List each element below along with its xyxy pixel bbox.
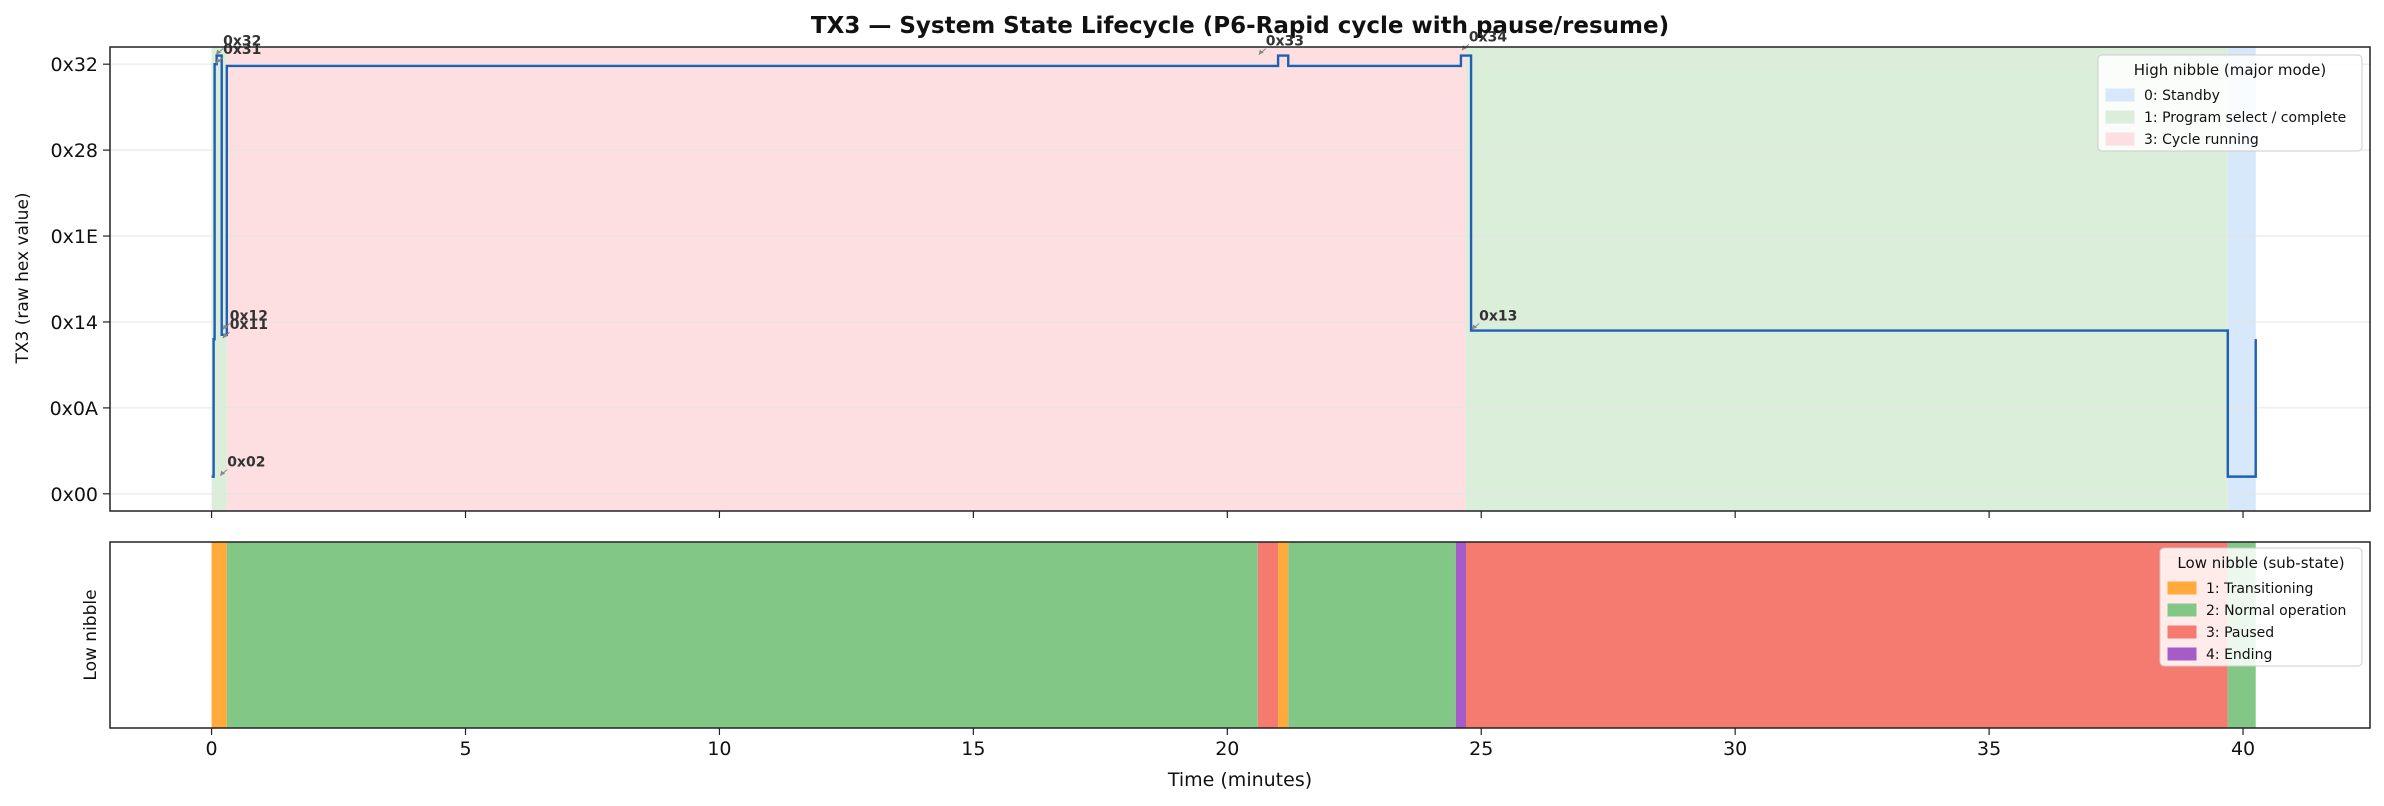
x-tick-label-8: 40 [2231, 738, 2255, 760]
chart-title: TX3 — System State Lifecycle (P6-Rapid c… [811, 13, 1669, 39]
high-nibble-legend-swatch-0 [2105, 88, 2135, 102]
x-tick-label-5: 25 [1469, 738, 1493, 760]
high-nibble-legend-title: High nibble (major mode) [2134, 61, 2326, 79]
high-nibble-legend-swatch-1 [2105, 110, 2135, 124]
top-panel: 0x000x0A0x140x1E0x280x320x320x310x120x11… [50, 29, 2371, 518]
high-nibble-legend-swatch-2 [2105, 132, 2135, 146]
low-nibble-legend-swatch-0 [2167, 581, 2197, 595]
tx3-step-line [211, 54, 2257, 478]
low-nibble-legend-swatch-1 [2167, 603, 2197, 617]
high-nibble-legend-label-1: 1: Program select / complete [2144, 110, 2346, 126]
low-nibble-legend-label-0: 1: Transitioning [2206, 581, 2313, 597]
annotation-arrowhead-3 [222, 333, 228, 339]
substate-segment-5 [1455, 542, 1466, 728]
y-tick-label-1: 0x0A [50, 398, 98, 420]
high-nibble-legend-label-2: 3: Cycle running [2144, 132, 2259, 148]
top-plot-frame [109, 46, 2371, 512]
annotation-label-2: 0x12 [230, 309, 268, 325]
low-nibble-legend-label-1: 2: Normal operation [2206, 603, 2346, 619]
x-tick-label-1: 5 [459, 738, 471, 760]
substate-segment-0 [211, 542, 227, 728]
high-nibble-legend-label-0: 0: Standby [2144, 88, 2220, 104]
annotation-arrowhead-2 [222, 324, 228, 330]
x-tick-label-4: 20 [1215, 738, 1239, 760]
annotation-arrowhead-0 [216, 49, 222, 55]
mode-band-1 [226, 47, 1467, 511]
y-tick-label-3: 0x1E [51, 226, 98, 248]
substate-segment-4 [1288, 542, 1456, 728]
y-tick-label-2: 0x14 [50, 312, 98, 334]
low-nibble-legend-label-2: 3: Paused [2206, 625, 2274, 641]
annotation-arrowhead-4 [220, 470, 226, 476]
annotation-arrowhead-7 [1472, 324, 1478, 330]
low-nibble-axis-label: Low nibble [81, 589, 101, 680]
bottom-panel: 0 5 10 15 20 25 30 35 40 [109, 541, 2371, 760]
low-nibble-legend-swatch-2 [2167, 625, 2197, 639]
x-tick-label-7: 35 [1977, 738, 2001, 760]
bottom-plot-frame [109, 541, 2371, 729]
annotation-label-0: 0x32 [223, 34, 261, 50]
high-nibble-legend: High nibble (major mode) 0: Standby 1: Pro… [2097, 54, 2363, 152]
annotation-label-7: 0x13 [1479, 309, 1517, 325]
x-axis-label: Time (minutes) [1167, 769, 1312, 791]
annotation-label-4: 0x02 [227, 455, 265, 471]
y-tick-label-5: 0x32 [50, 54, 98, 76]
low-nibble-legend-title: Low nibble (sub-state) [2177, 554, 2344, 572]
y-tick-label-4: 0x28 [50, 140, 98, 162]
y-axis-label: TX3 (raw hex value) [13, 192, 33, 364]
substate-segment-6 [1466, 542, 2228, 728]
substate-segment-2 [1257, 542, 1279, 728]
low-nibble-legend-box [2159, 547, 2363, 667]
annotation-label-1: 0x31 [223, 42, 261, 58]
annotation-label-3: 0x11 [230, 317, 268, 333]
low-nibble-legend-swatch-3 [2167, 647, 2197, 661]
x-tick-label-3: 15 [961, 738, 985, 760]
annotation-arrowhead-5 [1258, 49, 1264, 55]
substate-segment-1 [226, 542, 1258, 728]
substate-segment-3 [1278, 542, 1289, 728]
low-nibble-legend-label-3: 4: Ending [2206, 647, 2272, 663]
x-tick-label-6: 30 [1723, 738, 1747, 760]
x-tick-label-0: 0 [206, 738, 218, 760]
low-nibble-legend: Low nibble (sub-state) 1: Transitioning 2:… [2159, 547, 2363, 667]
x-tick-label-2: 10 [707, 738, 731, 760]
y-tick-label-0: 0x00 [50, 484, 98, 506]
annotation-arrowhead-1 [216, 58, 222, 64]
high-nibble-legend-box [2097, 54, 2363, 152]
annotation-label-5: 0x33 [1266, 34, 1304, 50]
annotation-label-6: 0x34 [1469, 29, 1508, 45]
